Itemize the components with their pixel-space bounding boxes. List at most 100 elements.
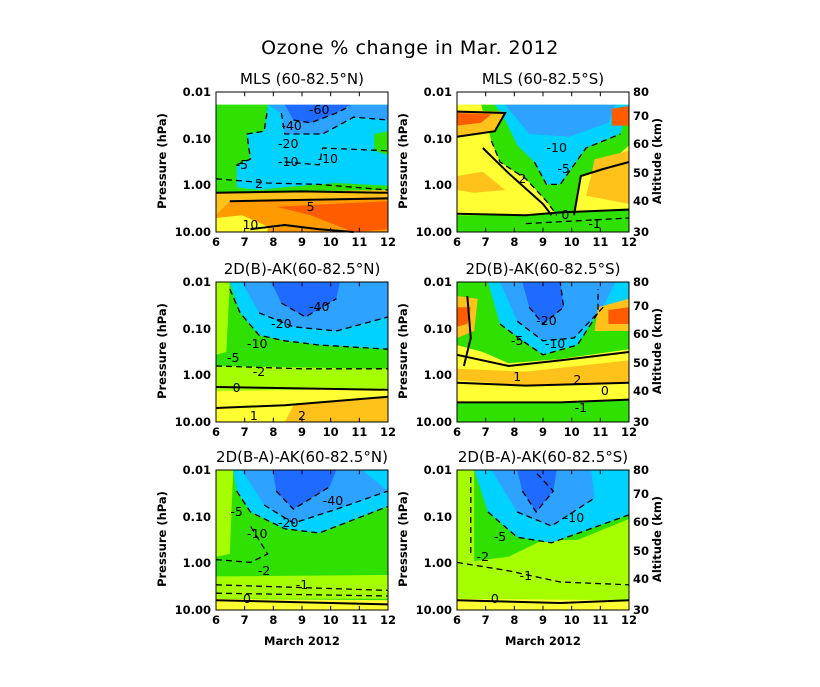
contour-label: -2 <box>257 562 271 578</box>
x-tick-label: 11 <box>592 235 609 249</box>
contour-line-positive <box>216 387 388 390</box>
x-tick-label: 6 <box>452 235 462 249</box>
contour-label: 10 <box>242 217 259 232</box>
altitude-axis-label: Altitude (km) <box>650 307 664 395</box>
x-tick-label: 8 <box>269 425 278 439</box>
y-tick-label: 0.10 <box>423 131 452 146</box>
contour-line-negative <box>216 366 388 369</box>
x-tick-label: 10 <box>322 425 339 439</box>
contour-fill-dark-blue <box>272 470 337 510</box>
altitude-tick-label: 30 <box>633 225 650 239</box>
contour-label: -10 <box>317 151 339 167</box>
contour-plot <box>216 282 388 422</box>
contour-line-negative <box>237 109 268 165</box>
contour-label: -40 <box>322 492 344 508</box>
contour-line-positive <box>464 296 471 366</box>
contour-label: 2 <box>573 372 582 387</box>
x-tick-label: 12 <box>620 235 638 249</box>
contour-line-negative <box>281 299 336 317</box>
contour-label: -40 <box>308 299 330 315</box>
contour-fill-green <box>457 208 629 232</box>
y-tick-label: 0.01 <box>182 275 211 289</box>
x-tick-label: 8 <box>269 235 278 249</box>
y-tick-label: 10.00 <box>415 415 452 429</box>
no-data-region <box>216 92 388 105</box>
contour-fill-light-blue <box>236 104 388 190</box>
contour-line-positive <box>216 397 388 408</box>
x-tick-label: 11 <box>351 235 368 249</box>
x-tick-label: 8 <box>269 613 278 627</box>
x-tick-label: 8 <box>510 613 519 627</box>
altitude-tick-label: 80 <box>633 85 650 99</box>
panel-title: MLS (60-82.5°S) <box>481 70 605 88</box>
contour-fill-dark-orange <box>611 106 629 126</box>
y-tick-label: 0.10 <box>423 321 452 336</box>
figure-title: Ozone % change in Mar. 2012 <box>261 37 559 59</box>
altitude-axis-label: Altitude (km) <box>650 117 664 205</box>
x-tick-label: 11 <box>351 613 368 627</box>
altitude-tick-label: 50 <box>633 166 650 181</box>
contour-label: -20 <box>536 313 557 329</box>
contour-label: -5 <box>510 332 524 348</box>
x-tick-label: 11 <box>351 425 368 439</box>
contour-label: -1 <box>588 215 601 231</box>
y-axis-label: Pressure (hPa) <box>155 491 169 587</box>
contour-label: -5 <box>235 156 249 172</box>
contour-label: -5 <box>226 349 240 365</box>
x-tick-label: 9 <box>538 235 548 249</box>
contour-line-negative <box>230 289 388 349</box>
x-tick-label: 7 <box>481 613 490 627</box>
contour-label: 0 <box>490 590 499 606</box>
altitude-axis-label: Altitude (km) <box>650 495 664 583</box>
y-tick-label: 0.01 <box>423 85 452 99</box>
contour-label: -1 <box>295 576 309 592</box>
contour-plot <box>216 470 388 610</box>
contour-label: -10 <box>247 526 268 542</box>
altitude-tick-label: 50 <box>633 356 650 371</box>
y-tick-label: 0.01 <box>423 463 452 477</box>
contour-line-negative <box>216 526 268 562</box>
contour-fill-dark-blue <box>284 104 351 123</box>
contour-label: -10 <box>546 140 567 155</box>
y-tick-label: 10.00 <box>174 225 211 239</box>
panel-mls-north: MLS (60-82.5°N) -60 -40 -20 -10 -5 -10 2 5 10 0.01… <box>155 70 396 249</box>
contour-label: 1 <box>249 408 258 424</box>
contour-plot <box>457 470 629 610</box>
contour-fill-yellow-green <box>216 470 234 557</box>
y-axis-label: Pressure (hPa) <box>396 491 410 587</box>
panel-title: 2D(B)-AK(60-82.5°S) <box>465 260 621 278</box>
contour-label: -5 <box>230 504 243 519</box>
panel-title: 2D(B-A)-AK(60-82.5°S) <box>457 448 629 466</box>
contour-line-positive <box>457 383 629 386</box>
contour-fill-green <box>457 399 629 422</box>
altitude-tick-label: 40 <box>633 194 650 209</box>
contour-fill-light-orange <box>457 360 629 386</box>
contour-line-positive <box>457 352 629 366</box>
y-tick-label: 0.01 <box>182 85 211 99</box>
x-tick-label: 12 <box>620 613 638 627</box>
contour-line-positive <box>216 600 388 604</box>
altitude-tick-label: 30 <box>633 603 650 617</box>
contour-fill-dark-blue <box>517 470 557 512</box>
y-tick-label: 0.10 <box>182 321 211 336</box>
y-tick-label: 1.00 <box>182 368 211 383</box>
altitude-tick-label: 40 <box>633 384 650 399</box>
contour-line-negative <box>526 218 629 224</box>
contour-plot <box>457 92 629 232</box>
altitude-tick-label: 30 <box>633 415 650 429</box>
contour-line-negative <box>522 473 553 512</box>
y-tick-label: 0.10 <box>423 509 452 524</box>
y-axis-label: Pressure (hPa) <box>155 303 169 399</box>
x-tick-label: 6 <box>211 425 221 439</box>
contour-line-positive <box>457 400 629 403</box>
contour-line-negative <box>216 593 388 596</box>
y-tick-label: 0.10 <box>182 509 211 524</box>
contour-line-negative <box>293 106 350 123</box>
contour-fill-yellow-green <box>216 282 230 355</box>
x-tick-label: 8 <box>510 425 519 439</box>
contour-line-negative <box>488 512 629 543</box>
x-tick-label: 12 <box>379 235 397 249</box>
panel-2db-ak-south: 2D(B)-AK(60-82.5°S) -20 -10 -5 1 2 0 -1 0.01 0.10… <box>396 260 664 439</box>
contour-line-negative <box>276 487 329 509</box>
x-tick-label: 7 <box>481 425 490 439</box>
